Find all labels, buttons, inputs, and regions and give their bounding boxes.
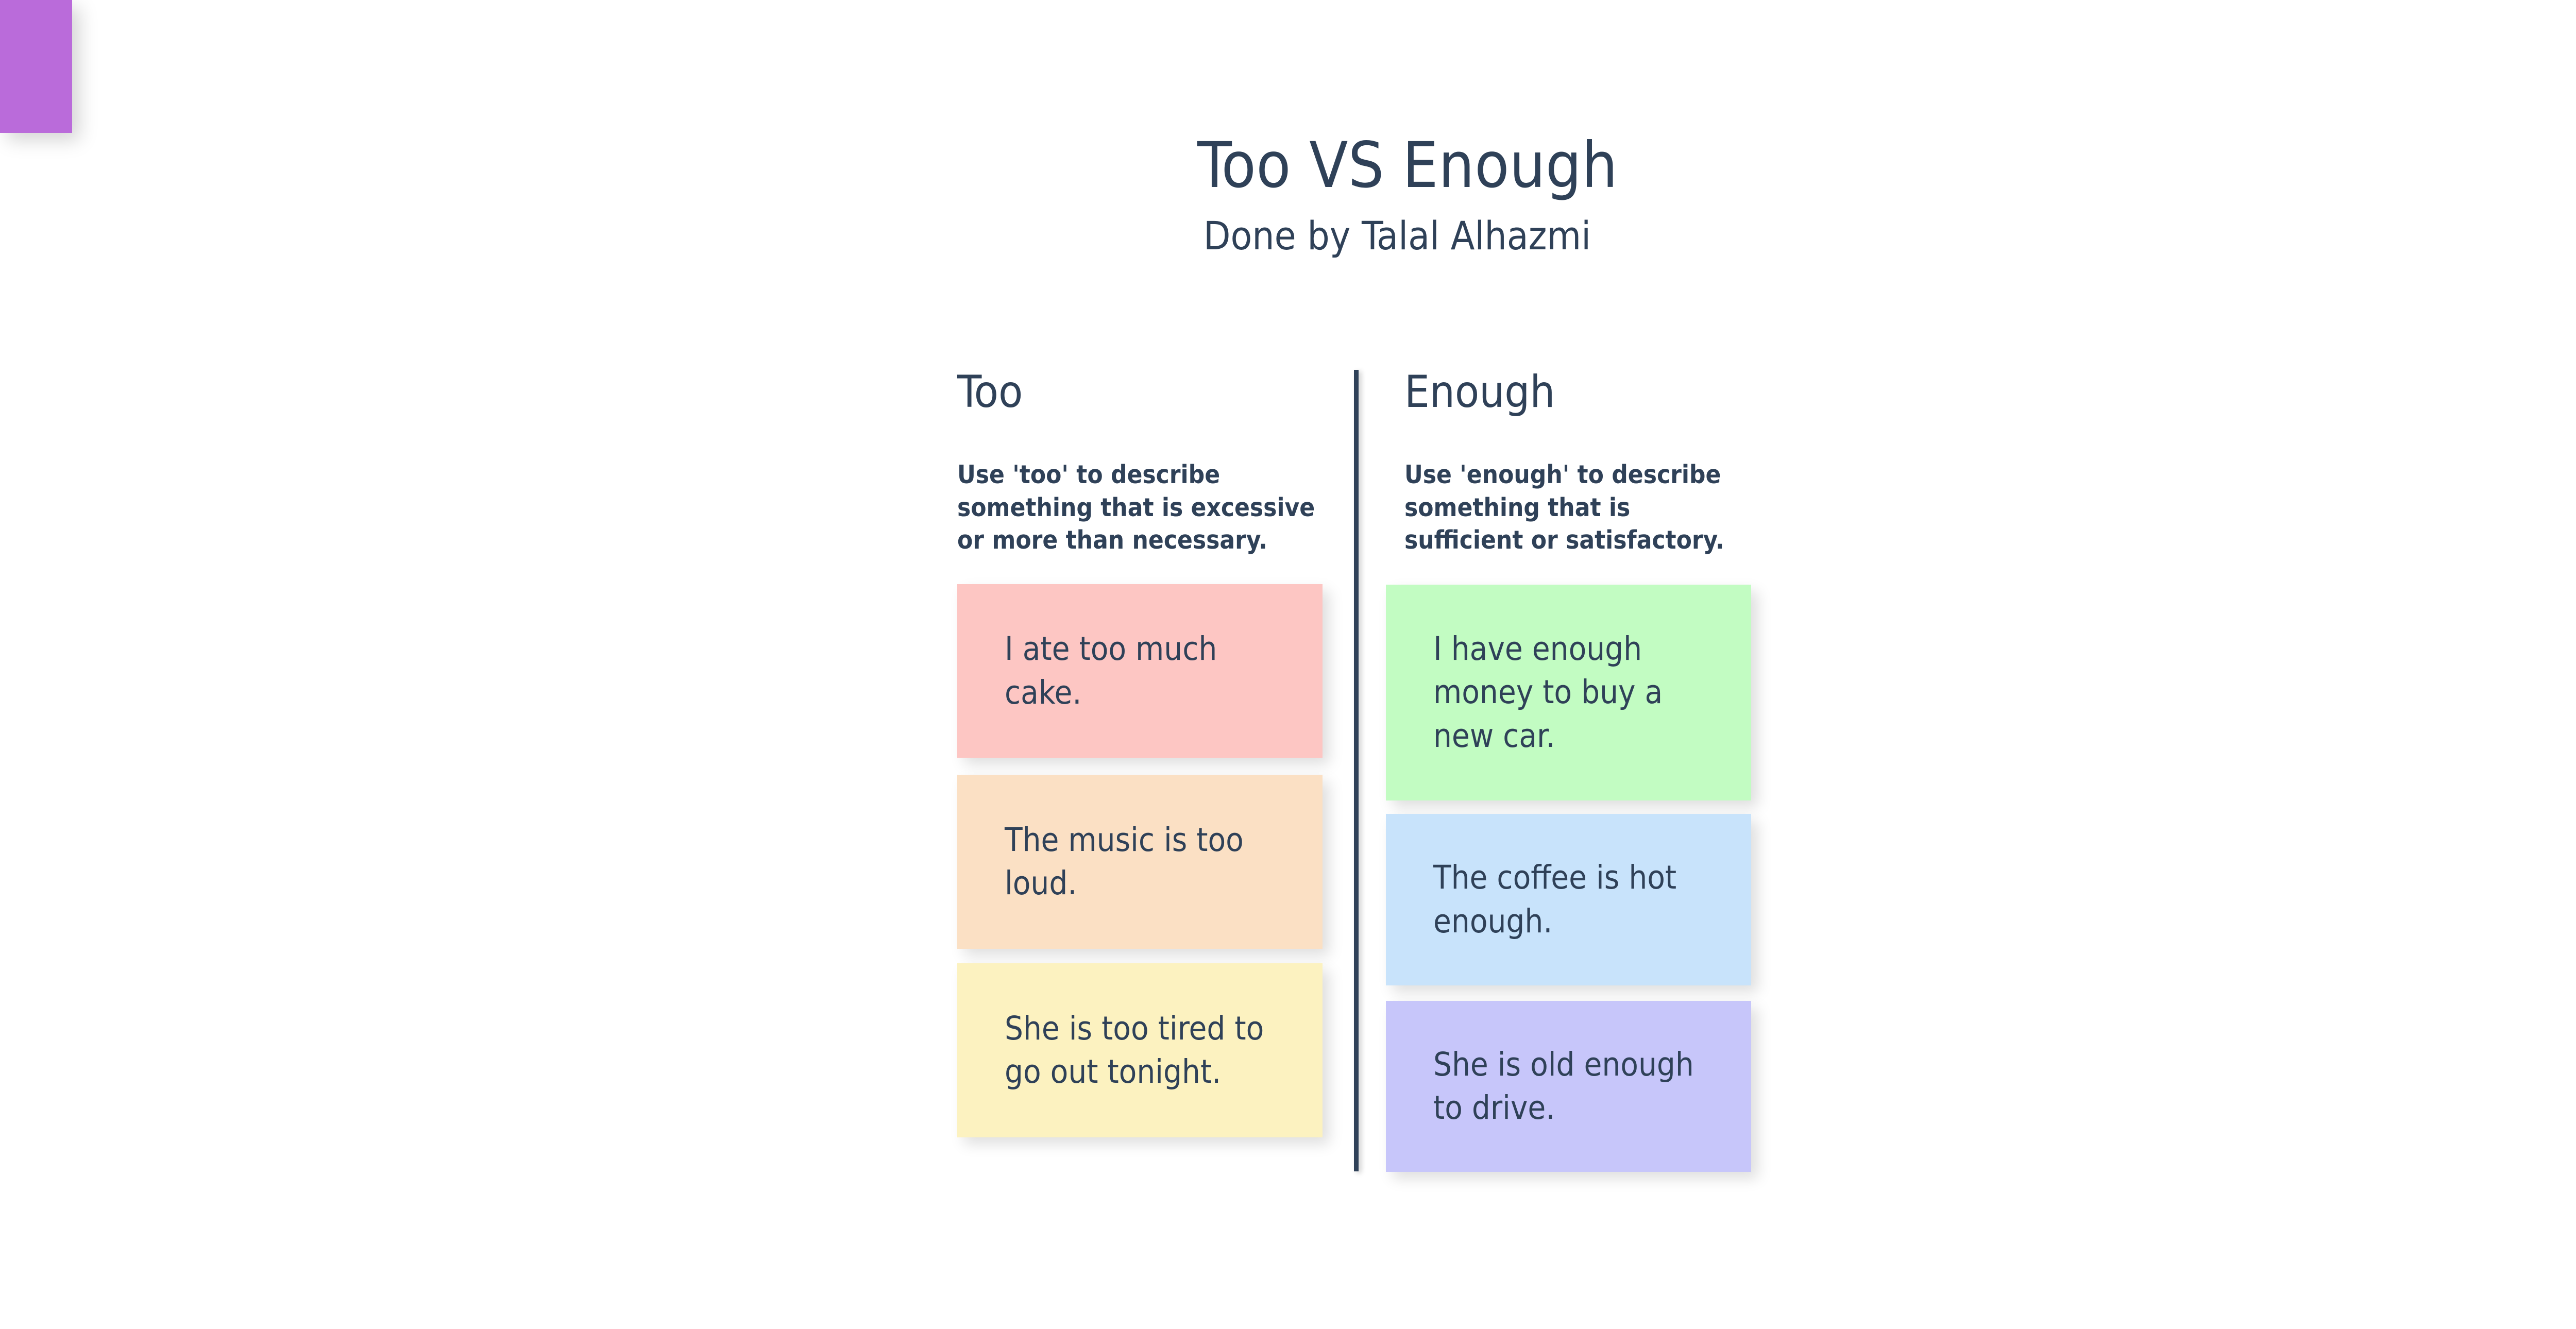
page-subtitle: Done by Talal Alhazmi [1203, 213, 1591, 259]
column-description-enough: Use 'enough' to describe something that … [1404, 460, 1724, 555]
column-enough: Enough Use 'enough' to describe somethin… [1404, 361, 1770, 557]
example-card-text: The coffee is hot enough. [1433, 859, 1677, 940]
example-card-text: She is old enough to drive. [1433, 1045, 1694, 1127]
column-too: Too Use 'too' to describe something that… [957, 361, 1323, 557]
column-divider [1354, 370, 1359, 1171]
example-card-text: I have enough money to buy a new car. [1433, 629, 1663, 755]
column-heading-too: Too [957, 366, 1023, 418]
page-title: Too VS Enough [1197, 129, 1618, 202]
decorative-purple-block [0, 0, 72, 133]
example-card[interactable]: I have enough money to buy a new car. [1386, 585, 1751, 800]
example-card-text: She is too tired to go out tonight. [1005, 1009, 1264, 1091]
example-card[interactable]: The coffee is hot enough. [1386, 814, 1751, 985]
example-card[interactable]: I ate too much cake. [957, 584, 1323, 758]
header: Too VS Enough Done by Talal Alhazmi [0, 134, 2576, 255]
example-card[interactable]: She is old enough to drive. [1386, 1001, 1751, 1172]
example-card[interactable]: She is too tired to go out tonight. [957, 963, 1323, 1137]
column-heading-enough: Enough [1404, 366, 1555, 418]
example-card-text: I ate too much cake. [1005, 630, 1217, 711]
column-description-too: Use 'too' to describe something that is … [957, 460, 1315, 555]
example-card[interactable]: The music is too loud. [957, 775, 1323, 949]
example-card-text: The music is too loud. [1005, 821, 1244, 902]
